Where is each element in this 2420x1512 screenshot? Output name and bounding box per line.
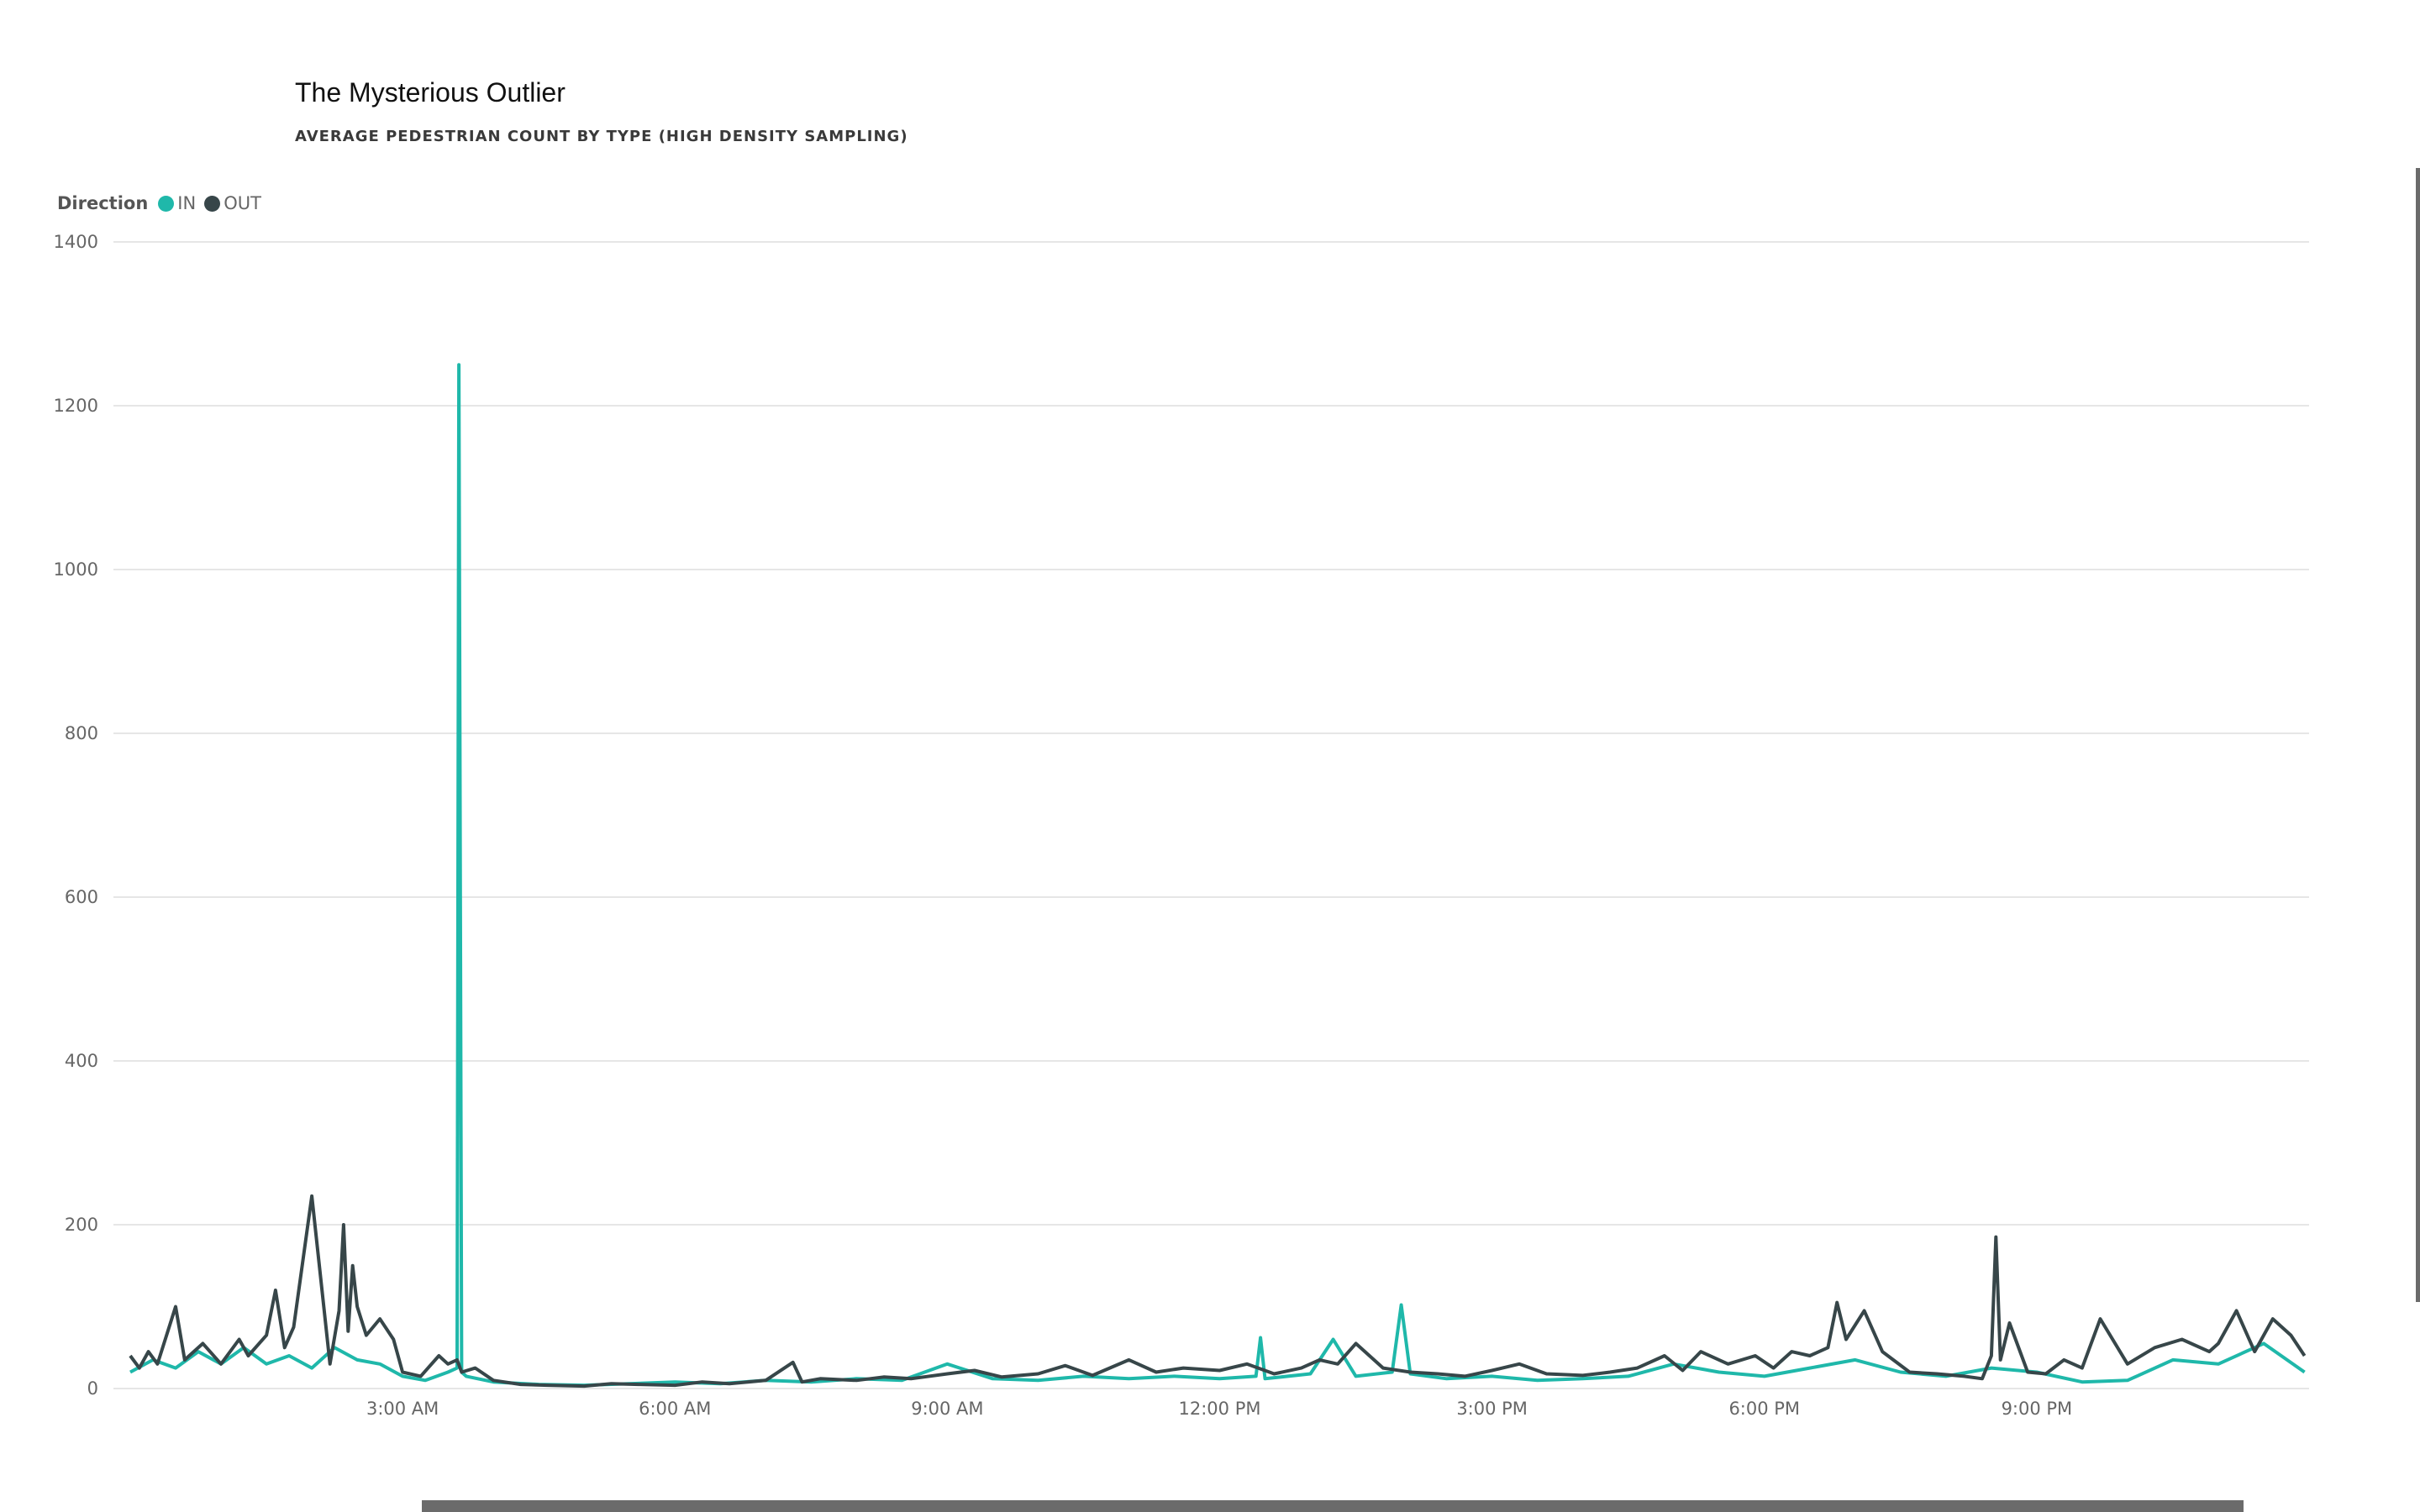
y-tick-label: 1000 [54, 559, 98, 580]
legend-item-in[interactable]: IN [158, 193, 196, 213]
legend-marker-out-icon [204, 195, 221, 212]
horizontal-scrollbar[interactable] [422, 1500, 2244, 1512]
x-tick-label: 6:00 PM [1728, 1399, 1800, 1419]
y-axis: 0 200 400 600 800 1000 1200 1400 [54, 232, 98, 1399]
y-tick-label: 1400 [54, 232, 98, 252]
y-tick-label: 800 [65, 723, 98, 743]
x-tick-label: 9:00 AM [911, 1399, 983, 1419]
chart-subtitle: AVERAGE PEDESTRIAN COUNT BY TYPE (HIGH D… [295, 128, 908, 145]
legend-label-in: IN [177, 193, 197, 213]
series-line-out[interactable] [129, 1194, 2307, 1389]
x-axis: 3:00 AM 6:00 AM 9:00 AM 12:00 PM 3:00 PM 6:00… [366, 1399, 2072, 1419]
x-tick-label: 9:00 PM [2002, 1399, 2073, 1419]
series-group [129, 363, 2307, 1389]
x-tick-label: 6:00 AM [639, 1399, 711, 1419]
legend-item-out[interactable]: OUT [204, 193, 261, 213]
chart-title: The Mysterious Outlier [295, 77, 566, 108]
legend-marker-in-icon [158, 195, 175, 212]
y-tick-label: 200 [65, 1215, 98, 1235]
gridlines [113, 241, 2309, 1389]
y-tick-label: 400 [65, 1051, 98, 1071]
y-tick-label: 0 [87, 1378, 98, 1399]
vertical-scrollbar[interactable] [2416, 168, 2420, 1302]
legend-title: Direction [57, 193, 149, 213]
legend-label-out: OUT [224, 193, 261, 213]
legend: Direction IN OUT [57, 193, 270, 213]
series-line-in[interactable] [129, 363, 2306, 1388]
y-tick-label: 600 [65, 887, 98, 907]
x-tick-label: 3:00 PM [1456, 1399, 1528, 1419]
x-tick-label: 3:00 AM [366, 1399, 439, 1419]
y-tick-label: 1200 [54, 396, 98, 416]
x-tick-label: 12:00 PM [1179, 1399, 1261, 1419]
